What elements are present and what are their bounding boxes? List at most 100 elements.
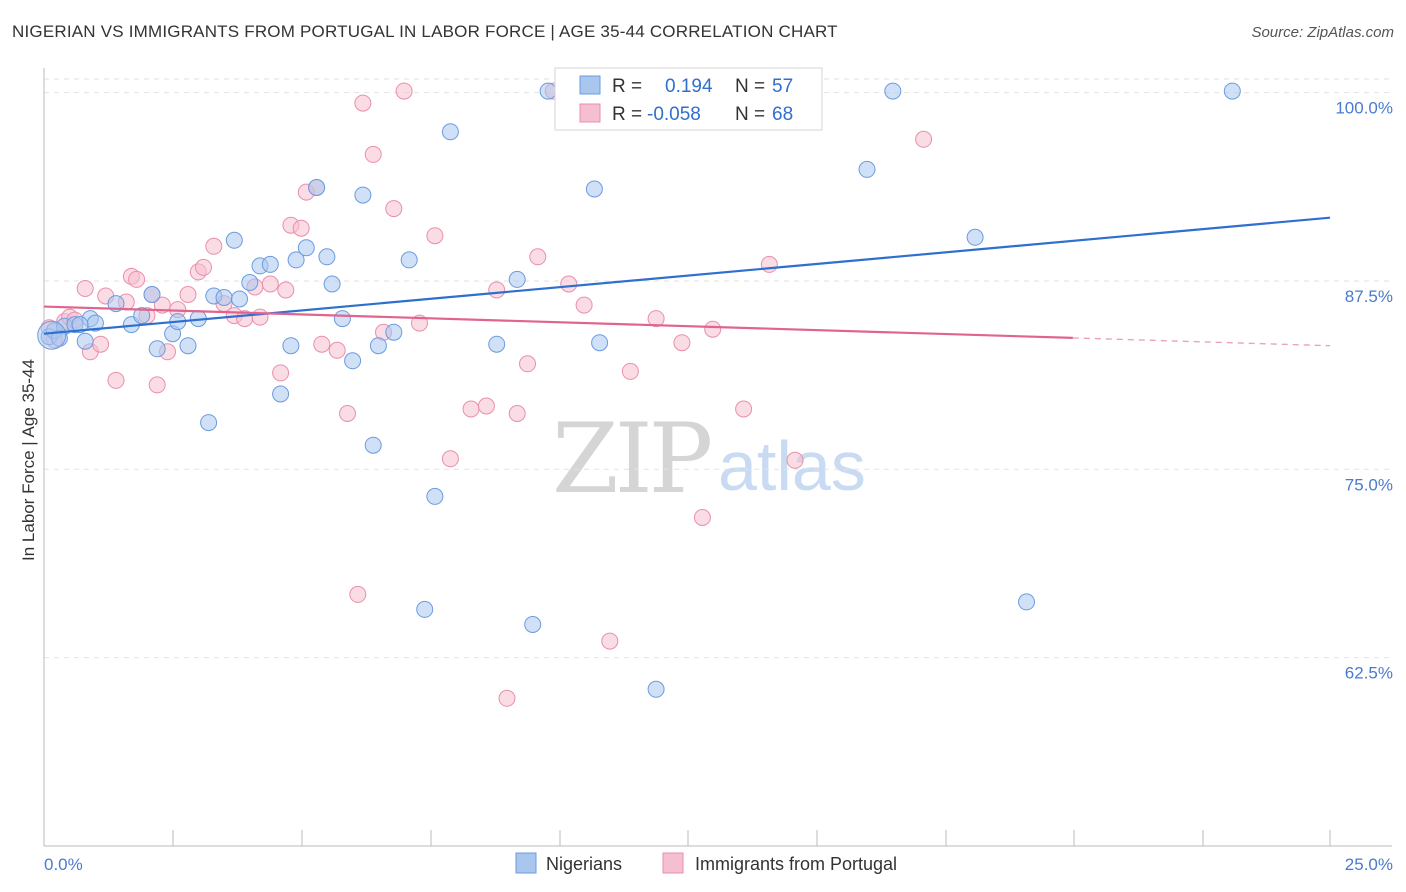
portugal-point [488, 281, 506, 299]
nigerian-point [369, 337, 387, 355]
y-tick-labels: 62.5% 75.0% 87.5% 100.0% [1335, 99, 1393, 683]
nigerian-point [426, 487, 444, 505]
portugal-point [277, 281, 295, 299]
legend: Nigerians Immigrants from Portugal [515, 852, 897, 874]
nigerian-point [488, 335, 506, 353]
nigerian-point [241, 274, 259, 291]
portugal-point [349, 585, 367, 603]
nigerian-point [508, 270, 526, 288]
nigerian-point [215, 289, 233, 306]
portugal-point [76, 280, 94, 297]
portugal-point [519, 355, 536, 373]
trend-lines [43, 216, 1331, 347]
portugal-point [339, 405, 356, 422]
legend-portugal-label: Immigrants from Portugal [695, 854, 897, 874]
nigerian-point [647, 680, 665, 698]
portugal-point [179, 286, 197, 303]
axes [43, 68, 1392, 847]
chart-title: NIGERIAN VS IMMIGRANTS FROM PORTUGAL IN … [12, 22, 838, 41]
nigerian-point [272, 385, 290, 403]
portugal-point [575, 296, 593, 314]
nigerian-point [287, 251, 305, 269]
portugal-point [560, 275, 578, 293]
portugal-point [205, 237, 223, 255]
stats-blue-r-label: R = [612, 76, 642, 97]
source-label: Source: ZipAtlas.com [1251, 24, 1394, 41]
portugal-trend-line-extension [1072, 337, 1331, 347]
portugal-point [354, 94, 372, 112]
x-tick-label-max: 25.0% [1345, 855, 1393, 874]
nigerian-point [318, 248, 336, 266]
nigerian-point [591, 334, 609, 352]
nigerian-point [231, 290, 248, 308]
nigerian-point [308, 179, 326, 196]
portugal-point [735, 400, 753, 418]
portugal-point [647, 310, 665, 328]
watermark: ZIP atlas [552, 403, 866, 515]
stats-pink-swatch [579, 103, 601, 123]
portugal-point [128, 270, 146, 288]
stats-pink-r-label: R = [612, 104, 642, 125]
nigerian-point [1018, 593, 1035, 611]
portugal-point [508, 405, 526, 422]
portugal-point [760, 255, 778, 273]
stats-box: R = 0.194 N = 57 R = -0.058 N = 68 [554, 67, 823, 131]
nigerian-point [76, 332, 94, 350]
y-tick-label: 62.5% [1345, 664, 1393, 683]
portugal-point [441, 450, 459, 468]
nigerian-point [282, 337, 300, 355]
nigerian-point [179, 337, 197, 355]
nigerian-point [297, 239, 315, 257]
nigerian-point [354, 186, 372, 204]
portugal-point [272, 364, 290, 382]
portugal-point [395, 82, 413, 100]
nigerian-point [858, 160, 876, 178]
y-tick-label: 87.5% [1345, 287, 1393, 306]
nigerian-point [344, 352, 362, 370]
stats-pink-n-label: N = [735, 104, 765, 125]
y-tick-label: 100.0% [1335, 99, 1393, 118]
stats-blue-swatch [579, 75, 601, 95]
portugal-point [693, 509, 711, 526]
watermark-zip: ZIP [552, 403, 711, 515]
nigerian-point [416, 600, 434, 618]
nigerian-point [524, 616, 542, 633]
stats-pink-r-value: -0.058 [647, 104, 701, 125]
portugal-point [915, 130, 933, 148]
nigerian-point [385, 323, 403, 341]
legend-portugal-swatch [662, 852, 684, 874]
portugal-point [498, 689, 516, 707]
stats-blue-n-value: 57 [772, 76, 793, 97]
portugal-point [786, 451, 804, 469]
nigerian-point [441, 123, 459, 141]
nigerian-point [71, 316, 89, 334]
x-tick-labels: 0.0% 25.0% [44, 855, 1393, 874]
portugal-point [462, 400, 480, 418]
nigerian-point [200, 414, 218, 432]
portugal-point [251, 308, 269, 326]
portugal-point [477, 397, 495, 415]
stats-blue-r-value: 0.194 [665, 76, 713, 97]
portugal-point [261, 275, 279, 293]
portugal-point [292, 219, 310, 237]
stats-pink-n-value: 68 [772, 104, 793, 125]
nigerian-point [323, 275, 341, 293]
nigerian-point [148, 340, 166, 358]
gridlines [44, 78, 1392, 659]
nigerian-point [966, 228, 984, 246]
portugal-point [148, 376, 166, 394]
nigerian-point [884, 82, 902, 100]
portugal-point [328, 341, 346, 359]
portugal-point [385, 200, 403, 218]
portugal-point [601, 632, 619, 650]
portugal-point [313, 335, 331, 353]
nigerian-point [539, 82, 557, 100]
nigerian-cluster-point [37, 320, 67, 350]
nigerian-point [333, 310, 351, 328]
legend-nigerians-label: Nigerians [546, 854, 622, 874]
portugal-point [426, 227, 444, 245]
portugal-trend-line [43, 305, 1073, 340]
stats-blue-n-label: N = [735, 76, 765, 97]
legend-nigerians-swatch [515, 852, 537, 874]
